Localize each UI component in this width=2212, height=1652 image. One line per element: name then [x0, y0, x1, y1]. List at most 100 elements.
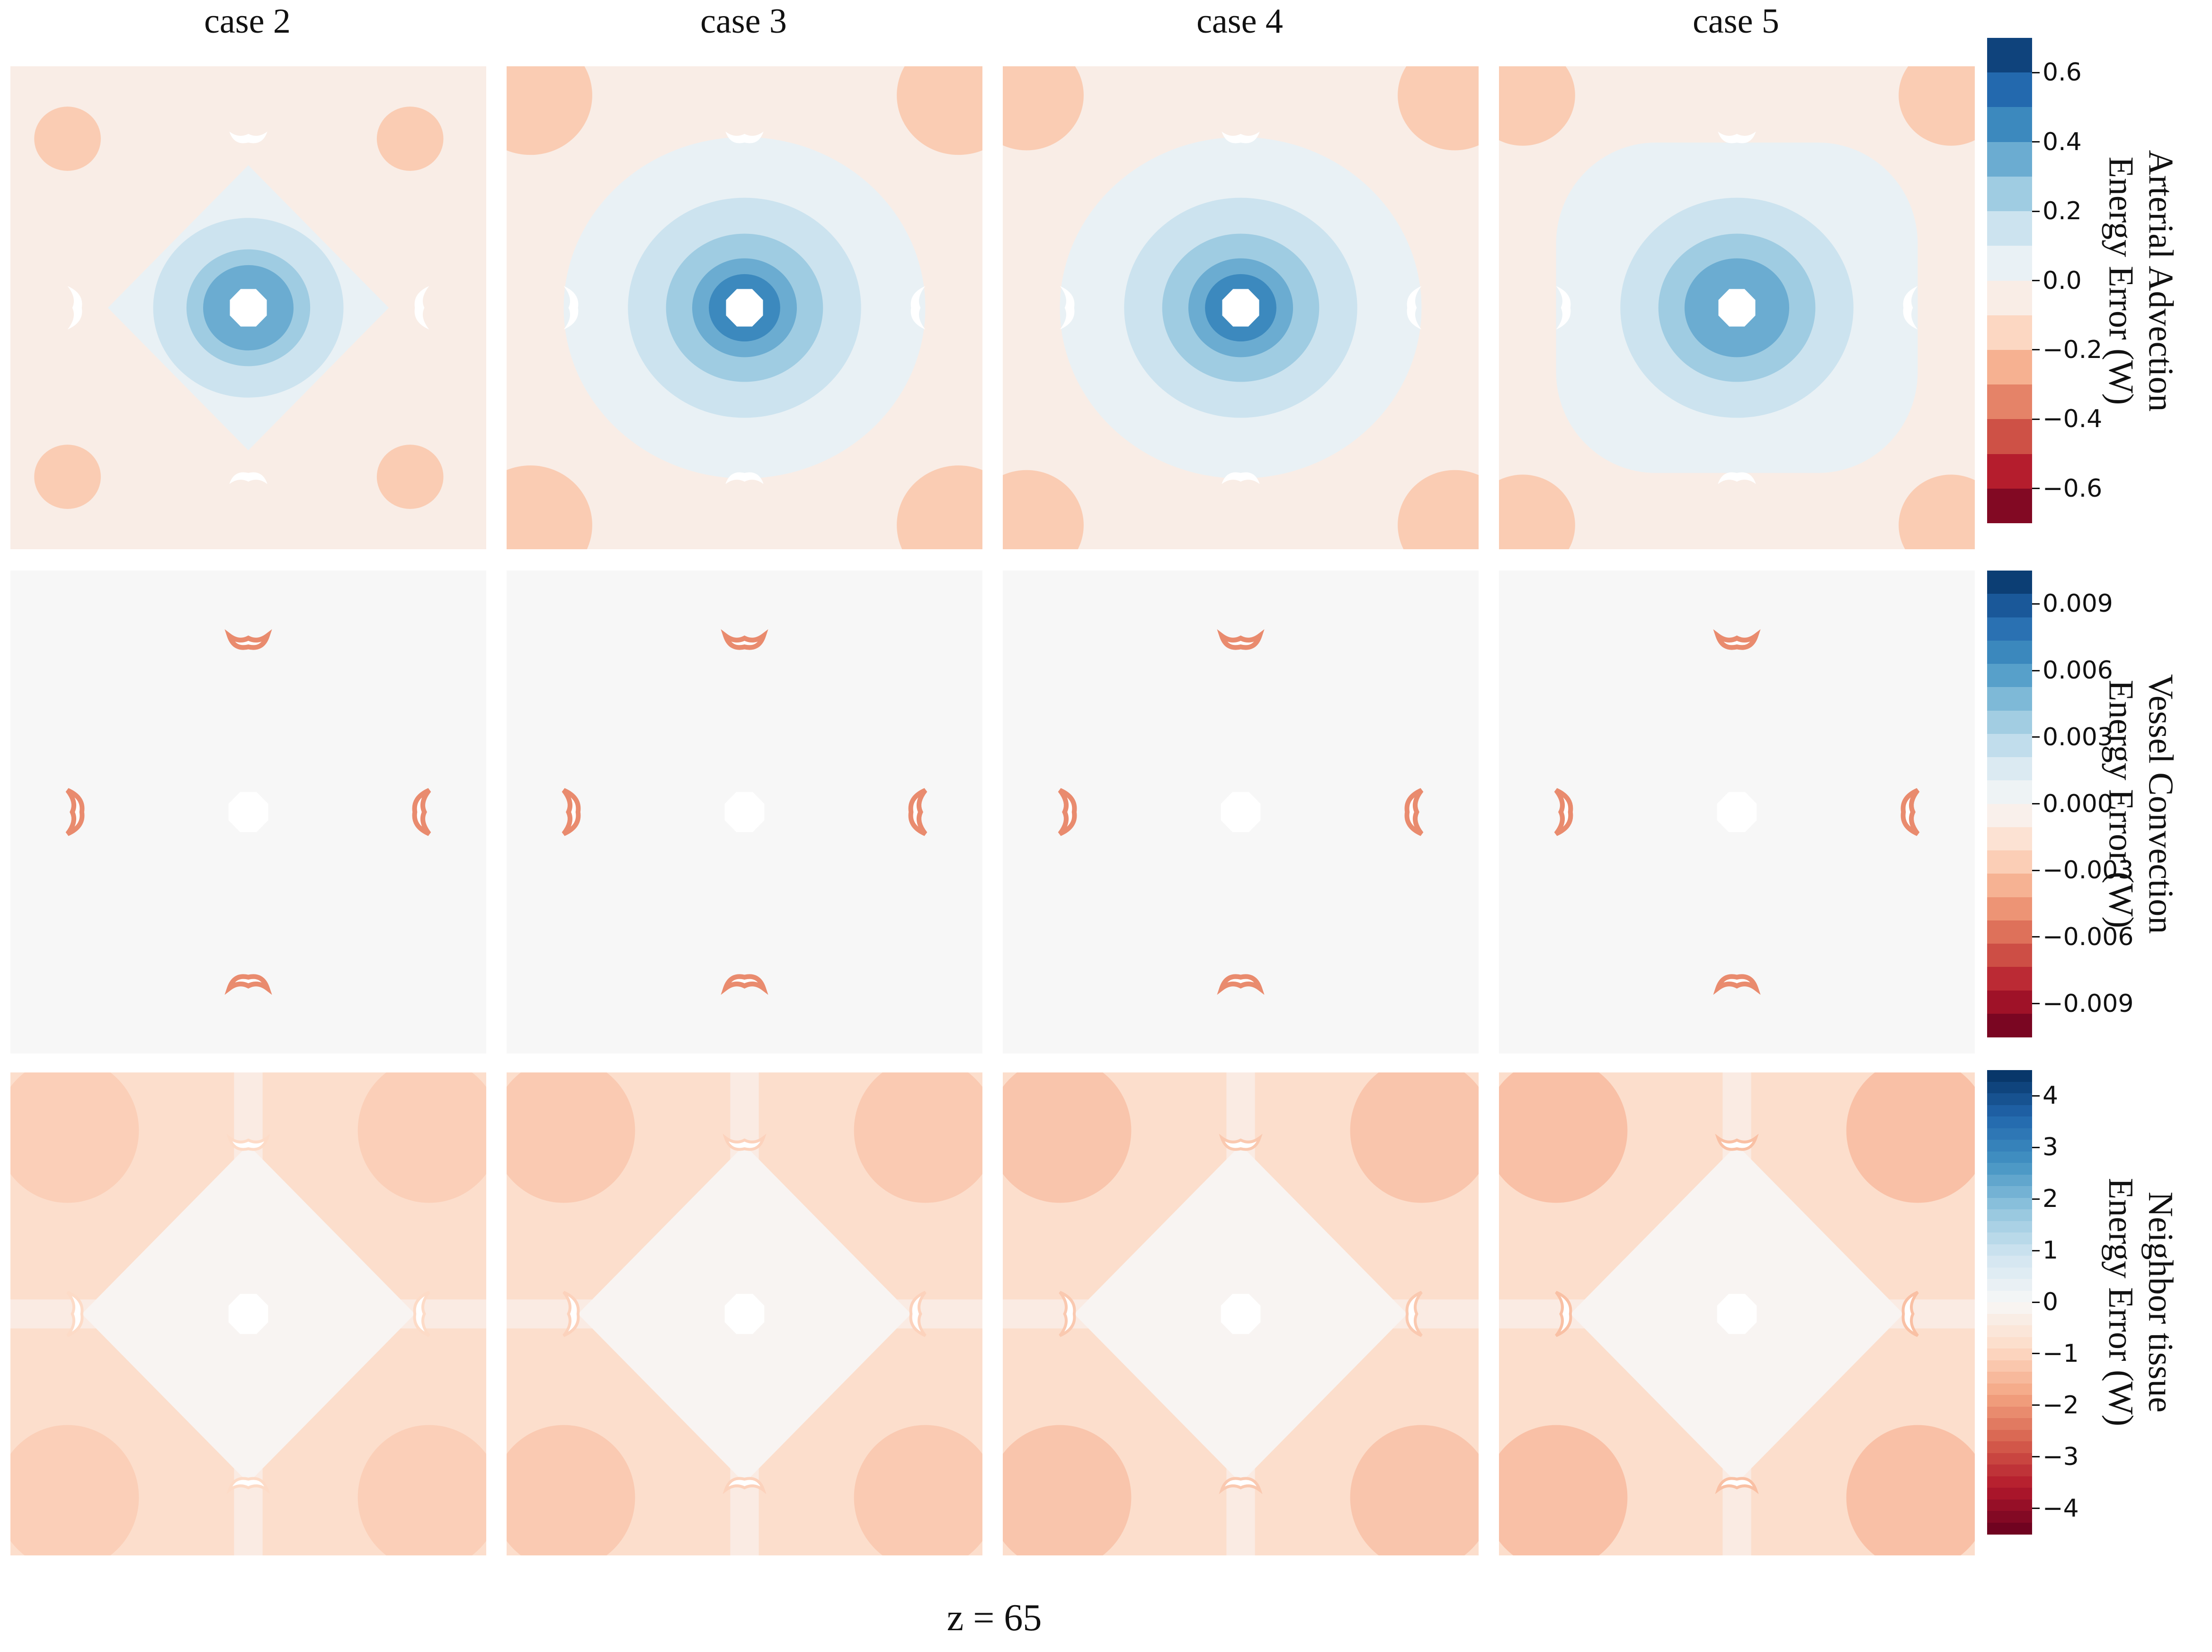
heatmap-row3-case-3 — [507, 1072, 982, 1555]
corner-contour — [507, 66, 592, 155]
vessel-notch — [725, 131, 764, 143]
corner-contour — [1398, 470, 1479, 549]
colorbar-tick-mark — [2032, 1456, 2040, 1458]
colorbar-segment — [1987, 897, 2032, 921]
colorbar-label: Arterial Advection Energy Error (W) — [2095, 38, 2180, 523]
colorbar-segment — [1987, 488, 2032, 524]
colorbar-segment — [1987, 1163, 2032, 1175]
vessel-hole — [1717, 1294, 1757, 1334]
vessel-hole — [724, 1294, 765, 1334]
colorbar-segment — [1987, 1151, 2032, 1163]
slice-label: z = 65 — [946, 1597, 1042, 1639]
vessel-notch — [1556, 286, 1571, 330]
colorbar-segment — [1987, 1476, 2032, 1488]
colorbar-segment — [1987, 1197, 2032, 1210]
corner-contour — [34, 445, 101, 509]
colorbar-tick-label: −0.006 — [2043, 922, 2134, 951]
contour-band — [357, 1072, 486, 1203]
vessel-hole — [724, 792, 765, 832]
colorbar-segment — [1987, 1453, 2032, 1465]
vessel-notch — [1222, 472, 1260, 484]
vessel-notch — [722, 1477, 767, 1494]
vessel-notch — [413, 1291, 430, 1337]
colorbar-segment — [1987, 874, 2032, 897]
colorbar-tick-mark — [2032, 1095, 2040, 1097]
colorbar-tick-mark — [2032, 1353, 2040, 1355]
vessel-notch — [226, 1134, 270, 1151]
colorbar-segment — [1987, 640, 2032, 664]
vessel-notch — [1713, 974, 1761, 995]
contour-band — [1350, 1425, 1479, 1555]
contour-band — [1003, 1072, 1132, 1203]
vessel-notch — [1901, 1291, 1919, 1337]
vessel-notch — [1407, 286, 1422, 330]
colorbar-label: Neighbor tissue Energy Error (W) — [2095, 1070, 2180, 1534]
contour-band — [507, 1425, 635, 1555]
vessel-notch — [562, 1291, 580, 1337]
colorbar-segment — [1987, 1429, 2032, 1442]
colorbar-segment — [1987, 1081, 2032, 1094]
vessel-notch — [229, 131, 268, 143]
colorbar-label: Vessel Convection Energy Error (W) — [2095, 571, 2180, 1037]
colorbar-segment — [1987, 1140, 2032, 1152]
colorbar-tick-mark — [2032, 736, 2040, 738]
vessel-notch — [910, 286, 926, 330]
colorbar-segment — [1987, 1174, 2032, 1187]
colorbar-segment — [1987, 827, 2032, 851]
colorbar-tick-label: 0.003 — [2043, 723, 2113, 751]
contour-band — [10, 1072, 139, 1203]
colorbar-segment — [1987, 1372, 2032, 1384]
vessel-hole — [1717, 792, 1757, 832]
vessel-notch — [1903, 286, 1918, 330]
column-title-case-2: case 2 — [204, 2, 291, 41]
colorbar-tick-mark — [2032, 869, 2040, 871]
vessel-notch — [1217, 974, 1265, 995]
colorbar-tick-mark — [2032, 1003, 2040, 1005]
colorbar-tick-label: 0.6 — [2043, 58, 2082, 87]
vessel-notch — [725, 472, 764, 484]
vessel-notch — [1060, 286, 1075, 330]
colorbar-label-line: Energy Error (W) — [2101, 679, 2140, 928]
colorbar-segment — [1987, 1383, 2032, 1395]
colorbar-segment — [1987, 1488, 2032, 1500]
vessel-notch — [65, 788, 85, 836]
colorbar-segment — [1987, 1464, 2032, 1476]
colorbar-segment — [1987, 1418, 2032, 1430]
colorbar-segment — [1987, 780, 2032, 804]
heatmap-row1-case-2 — [10, 66, 486, 549]
vessel-hole — [1222, 289, 1259, 327]
colorbar-segment — [1987, 687, 2032, 711]
colorbar-tick-label: −0.2 — [2043, 335, 2103, 364]
colorbar-tick-mark — [2032, 1250, 2040, 1251]
colorbar-tick-label: 3 — [2043, 1133, 2059, 1162]
colorbar-label-line: Energy Error (W) — [2101, 156, 2140, 405]
column-title-case-3: case 3 — [700, 2, 787, 41]
colorbar-segment — [1987, 246, 2032, 281]
colorbar-segment — [1987, 664, 2032, 688]
colorbar-tick-label: 0.4 — [2043, 127, 2082, 156]
vessel-notch — [224, 974, 272, 995]
colorbar-row2 — [1987, 571, 2032, 1037]
colorbar-segment — [1987, 211, 2032, 246]
contour-band — [357, 1425, 486, 1555]
heatmap-row2-case-2 — [10, 571, 486, 1054]
colorbar-tick-mark — [2032, 1404, 2040, 1406]
contour-band — [1003, 1425, 1132, 1555]
vessel-notch — [1058, 788, 1077, 836]
colorbar-segment — [1987, 617, 2032, 641]
colorbar-segment — [1987, 1313, 2032, 1326]
colorbar-tick-mark — [2032, 210, 2040, 212]
heatmap-svg — [1003, 66, 1479, 549]
colorbar-segment — [1987, 571, 2032, 594]
colorbar-row1 — [1987, 38, 2032, 524]
vessel-notch — [1217, 629, 1265, 650]
colorbar-tick-mark — [2032, 1508, 2040, 1509]
colorbar-tick-mark — [2032, 1301, 2040, 1303]
colorbar-segment — [1987, 1256, 2032, 1268]
heatmap-row3-case-4 — [1003, 1072, 1479, 1555]
vessel-notch — [414, 286, 429, 330]
vessel-notch — [412, 788, 431, 836]
vessel-hole — [1221, 1294, 1261, 1334]
corner-contour — [897, 66, 982, 155]
